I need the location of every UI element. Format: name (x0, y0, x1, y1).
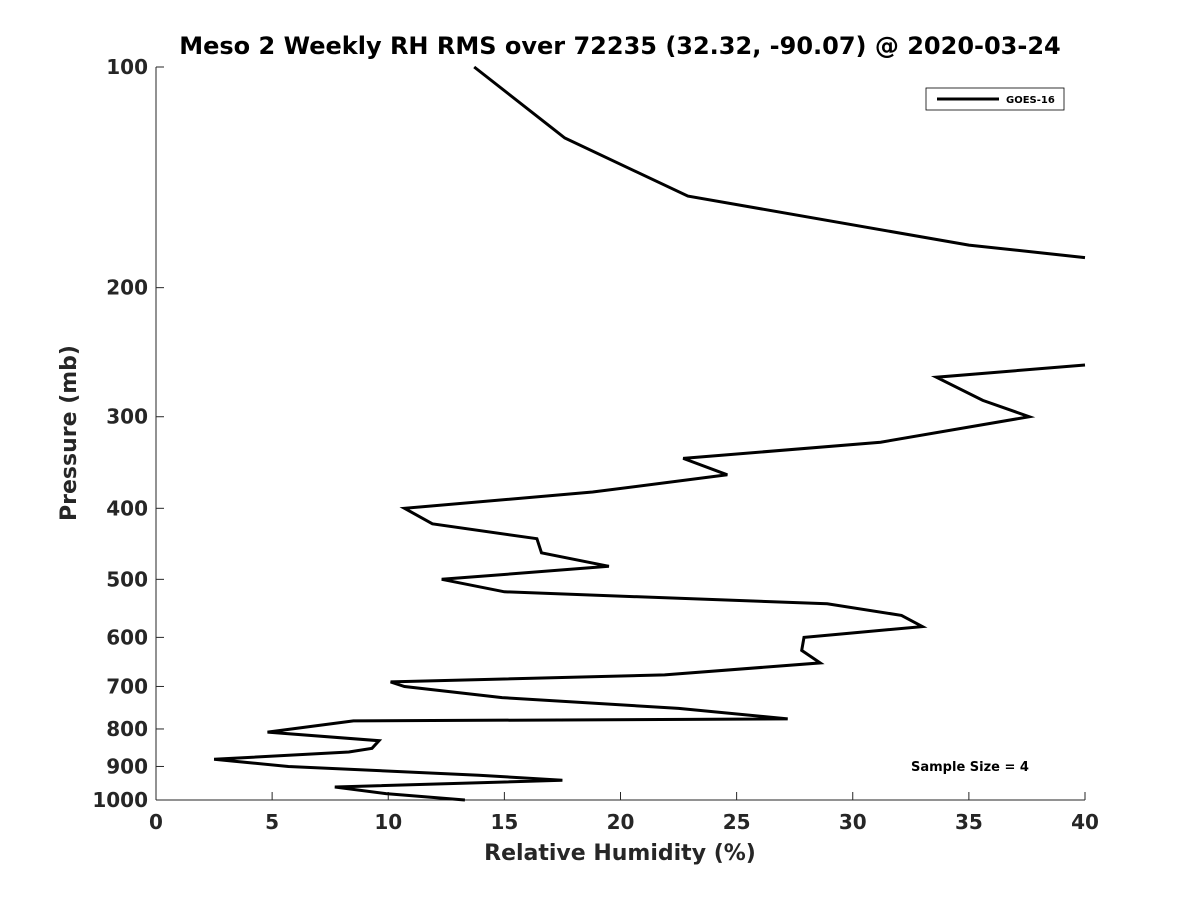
x-tick-label-35: 35 (955, 810, 983, 834)
y-tick-label-700: 700 (106, 674, 148, 698)
legend: GOES-16 (925, 87, 1065, 111)
x-axis-ticks: 0 5 10 15 20 25 30 35 40 (149, 792, 1099, 834)
x-tick-label-15: 15 (490, 810, 518, 834)
x-tick-label-40: 40 (1071, 810, 1099, 834)
x-tick-label-20: 20 (607, 810, 635, 834)
x-tick-label-5: 5 (265, 810, 279, 834)
y-tick-label-1000: 1000 (92, 788, 148, 812)
sample-size-annotation: Sample Size = 4 (911, 760, 1029, 775)
plot-area (156, 67, 1085, 800)
y-tick-label-300: 300 (106, 405, 148, 429)
series-lines (213, 65, 1086, 802)
chart-title: Meso 2 Weekly RH RMS over 72235 (32.32, … (179, 32, 1061, 60)
y-tick-label-900: 900 (106, 754, 148, 778)
x-axis-label: Relative Humidity (%) (484, 841, 756, 866)
y-tick-label-100: 100 (106, 55, 148, 79)
series-line-goes-16-segment-1 (473, 65, 1086, 260)
x-tick-label-25: 25 (723, 810, 751, 834)
y-tick-label-800: 800 (106, 717, 148, 741)
y-axis-ticks: 100 200 300 400 500 600 700 800 900 1000 (92, 55, 164, 812)
legend-label-goes-16: GOES-16 (1006, 95, 1055, 106)
series-line-goes-16-segment-2 (213, 363, 1086, 802)
y-tick-label-500: 500 (106, 567, 148, 591)
y-tick-label-600: 600 (106, 625, 148, 649)
y-tick-label-200: 200 (106, 276, 148, 300)
x-tick-label-30: 30 (839, 810, 867, 834)
x-tick-label-10: 10 (374, 810, 402, 834)
y-axis-label: Pressure (mb) (57, 345, 82, 521)
x-tick-label-0: 0 (149, 810, 163, 834)
y-tick-label-400: 400 (106, 496, 148, 520)
